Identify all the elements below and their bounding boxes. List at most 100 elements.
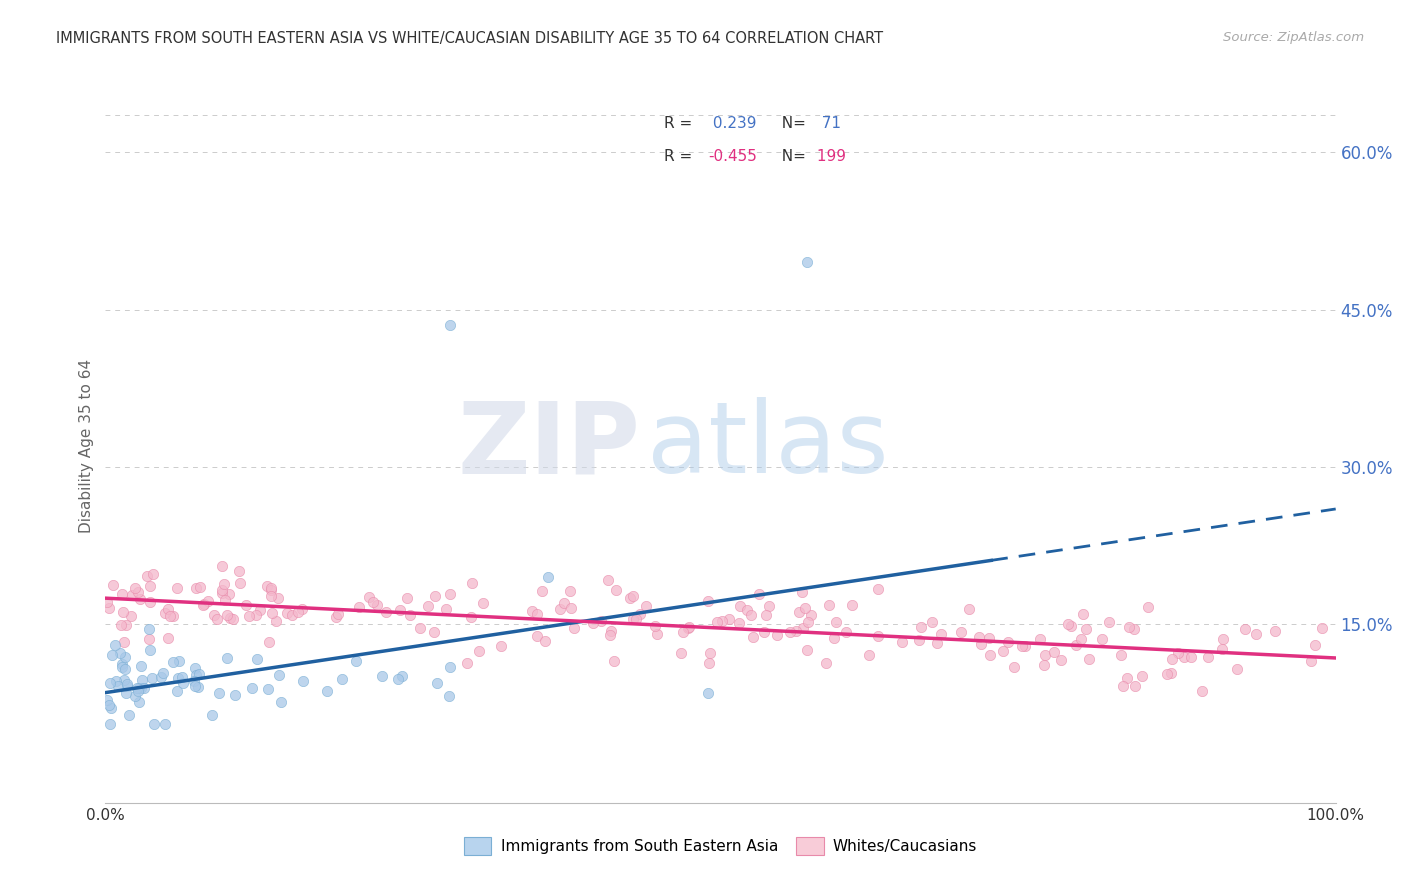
Point <box>1136 599 1159 614</box>
Point <box>991 644 1014 658</box>
Point <box>1076 622 1098 636</box>
Point <box>101 578 124 592</box>
Point <box>344 654 367 668</box>
Text: ZIP: ZIP <box>458 398 641 494</box>
Point <box>187 667 209 681</box>
Point <box>235 598 257 612</box>
Point <box>212 576 235 591</box>
Point <box>127 684 149 698</box>
Point <box>128 591 150 606</box>
Point <box>325 610 347 624</box>
Point <box>921 615 943 629</box>
Point <box>979 632 1001 646</box>
Point <box>741 630 763 644</box>
Point <box>1173 649 1195 664</box>
Point <box>823 631 845 645</box>
Point <box>970 637 993 651</box>
Text: R =: R = <box>664 149 692 164</box>
Point <box>423 589 446 603</box>
Point <box>582 616 605 631</box>
Point <box>138 622 160 636</box>
Point <box>281 608 304 623</box>
Point <box>439 318 461 333</box>
Point <box>706 615 728 630</box>
Point <box>370 669 392 683</box>
Text: Source: ZipAtlas.com: Source: ZipAtlas.com <box>1223 31 1364 45</box>
Point <box>214 592 236 607</box>
Point <box>1244 627 1267 641</box>
Point <box>1310 621 1333 635</box>
Text: N=: N= <box>772 149 806 164</box>
Point <box>748 587 770 601</box>
Point <box>120 608 142 623</box>
Point <box>152 666 174 681</box>
Point <box>142 567 165 582</box>
Point <box>276 606 298 620</box>
Point <box>245 608 267 623</box>
Point <box>172 676 194 690</box>
Point <box>1303 638 1326 652</box>
Point <box>257 681 280 696</box>
Point <box>229 575 252 590</box>
Point <box>246 652 269 666</box>
Point <box>558 584 581 599</box>
Point <box>391 668 413 682</box>
Point <box>139 595 162 609</box>
Point <box>141 672 163 686</box>
Point <box>172 670 194 684</box>
Point <box>211 586 233 600</box>
Point <box>890 634 912 648</box>
Point <box>728 599 751 613</box>
Point <box>560 601 582 615</box>
Point <box>1071 607 1094 621</box>
Point <box>363 595 385 609</box>
Point <box>630 607 652 621</box>
Point <box>672 624 695 639</box>
Point <box>222 612 245 626</box>
Point <box>97 698 120 713</box>
Point <box>197 593 219 607</box>
Point <box>162 608 184 623</box>
Point <box>238 608 260 623</box>
Point <box>1033 657 1056 672</box>
Point <box>111 659 134 673</box>
Point <box>526 607 548 621</box>
Point <box>818 598 841 612</box>
Point <box>957 602 980 616</box>
Point <box>710 614 733 628</box>
Point <box>697 685 720 699</box>
Point <box>124 690 146 704</box>
Point <box>800 607 823 622</box>
Point <box>256 579 278 593</box>
Point <box>1011 640 1033 654</box>
Point <box>1180 649 1202 664</box>
Point <box>1057 616 1080 631</box>
Point <box>127 584 149 599</box>
Text: R =: R = <box>664 116 692 131</box>
Point <box>787 605 810 619</box>
Point <box>111 587 134 601</box>
Point <box>456 656 478 670</box>
Point <box>98 717 121 731</box>
Point <box>98 676 121 690</box>
Point <box>1109 648 1132 663</box>
Point <box>1226 662 1249 676</box>
Point <box>184 661 207 675</box>
Point <box>1070 632 1092 647</box>
Point <box>866 629 889 643</box>
Point <box>534 633 557 648</box>
Point <box>858 648 880 662</box>
Point <box>925 636 948 650</box>
Point <box>228 564 250 578</box>
Point <box>316 684 339 698</box>
Point <box>792 621 814 635</box>
Point <box>841 598 863 612</box>
Point <box>669 646 692 660</box>
Point <box>908 632 931 647</box>
Point <box>997 635 1019 649</box>
Point <box>134 681 156 696</box>
Point <box>204 607 226 622</box>
Point <box>754 625 776 640</box>
Point <box>1043 645 1066 659</box>
Point <box>1014 639 1036 653</box>
